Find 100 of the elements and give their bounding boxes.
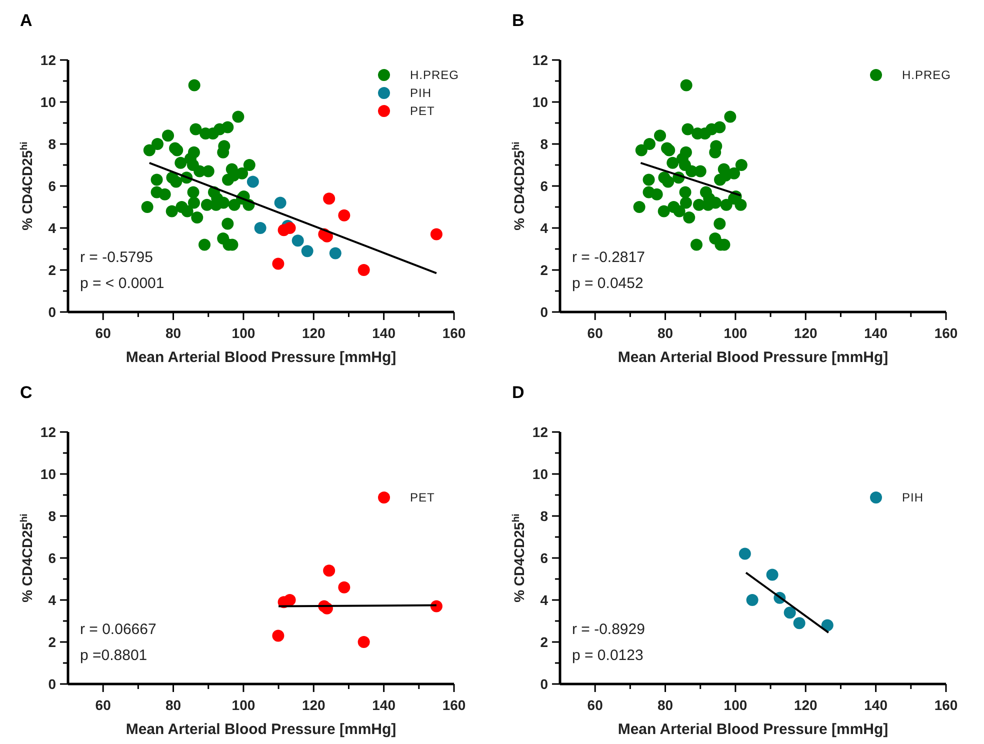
y-tick-label: 4: [540, 220, 548, 236]
x-tick-label: 100: [232, 697, 256, 713]
point: [766, 568, 778, 581]
x-tick-label: 60: [95, 325, 112, 341]
x-tick-label: 140: [372, 697, 396, 713]
point: [222, 121, 234, 134]
annotation: p =0.8801: [80, 647, 148, 664]
y-tick-label: 4: [48, 592, 56, 608]
legend-label: H.PREG: [902, 68, 952, 82]
x-tick-label: 60: [587, 325, 604, 341]
point: [746, 594, 758, 606]
x-tick-label: 120: [794, 697, 818, 713]
x-axis-title: Mean Arterial Blood Pressure [mmHg]: [618, 349, 888, 366]
point: [162, 130, 174, 142]
point: [784, 606, 796, 619]
point: [323, 564, 336, 577]
point: [358, 264, 370, 276]
x-tick-label: 80: [165, 697, 182, 713]
point: [679, 186, 692, 198]
y-tick-label: 6: [540, 550, 548, 566]
x-tick-label: 160: [442, 325, 466, 341]
point: [158, 188, 171, 200]
point: [654, 130, 666, 142]
x-tick-label: 160: [442, 697, 466, 713]
legend-label: H.PREG: [410, 68, 460, 82]
x-tick-label: 120: [302, 697, 326, 713]
y-tick-label: 2: [48, 262, 56, 278]
point: [272, 258, 284, 270]
y-tick-label: 0: [48, 304, 56, 320]
point: [198, 238, 211, 251]
point: [174, 156, 187, 169]
point: [188, 196, 200, 209]
annotation: r = -0.5795: [80, 249, 153, 266]
point: [301, 245, 314, 258]
y-tick-label: 6: [48, 550, 56, 566]
legend-label: PET: [410, 490, 436, 505]
annotation: r = 0.06667: [80, 621, 156, 638]
point: [143, 144, 156, 156]
x-tick-label: 100: [724, 325, 748, 341]
point: [181, 205, 194, 218]
x-tick-label: 160: [934, 697, 958, 713]
point: [662, 176, 674, 188]
point: [682, 123, 694, 136]
y-tick-label: 8: [540, 136, 548, 152]
point: [232, 110, 244, 123]
legend-label: PET: [410, 104, 436, 118]
point: [680, 79, 692, 92]
y-tick-label: 10: [532, 94, 548, 110]
point: [170, 176, 182, 188]
point: [191, 212, 204, 224]
point: [228, 198, 240, 211]
y-tick-label: 2: [540, 262, 548, 278]
point: [738, 548, 751, 560]
point: [272, 630, 284, 642]
y-tick-label: 2: [48, 634, 56, 650]
point: [358, 636, 370, 648]
point: [734, 198, 747, 211]
point: [323, 192, 336, 205]
x-tick-label: 60: [95, 697, 112, 713]
y-tick-label: 8: [48, 136, 56, 152]
y-tick-label: 10: [532, 466, 548, 482]
legend-label: PIH: [902, 490, 924, 505]
point: [190, 123, 202, 136]
point: [338, 209, 350, 222]
y-tick-label: 12: [532, 52, 548, 68]
point: [683, 212, 696, 224]
point: [673, 205, 686, 218]
point: [166, 205, 178, 218]
y-tick-label: 10: [40, 466, 56, 482]
point: [430, 228, 442, 240]
point: [246, 176, 259, 188]
x-tick-label: 140: [864, 697, 888, 713]
point: [292, 234, 304, 247]
point: [141, 201, 154, 213]
y-tick-label: 4: [540, 592, 548, 608]
point: [724, 110, 736, 123]
annotation: p = 0.0123: [572, 647, 644, 664]
point: [658, 205, 670, 218]
point: [187, 186, 200, 198]
annotation: r = -0.2817: [572, 249, 645, 266]
x-axis-title: Mean Arterial Blood Pressure [mmHg]: [618, 721, 888, 738]
point: [720, 198, 732, 211]
x-axis-title: Mean Arterial Blood Pressure [mmHg]: [126, 349, 396, 366]
point: [642, 174, 655, 186]
annotation: p = 0.0452: [572, 275, 644, 292]
point: [150, 174, 163, 186]
x-tick-label: 60: [587, 697, 604, 713]
point: [338, 581, 350, 594]
point: [284, 594, 296, 606]
y-tick-label: 0: [48, 676, 56, 692]
point: [222, 218, 234, 230]
point: [821, 619, 834, 632]
chart-title: A: [20, 11, 32, 30]
point: [680, 196, 692, 209]
y-tick-label: 12: [40, 52, 56, 68]
point: [650, 188, 663, 200]
point: [151, 138, 164, 150]
x-tick-label: 140: [864, 325, 888, 341]
point: [243, 159, 256, 171]
annotation: p = < 0.0001: [80, 275, 164, 292]
